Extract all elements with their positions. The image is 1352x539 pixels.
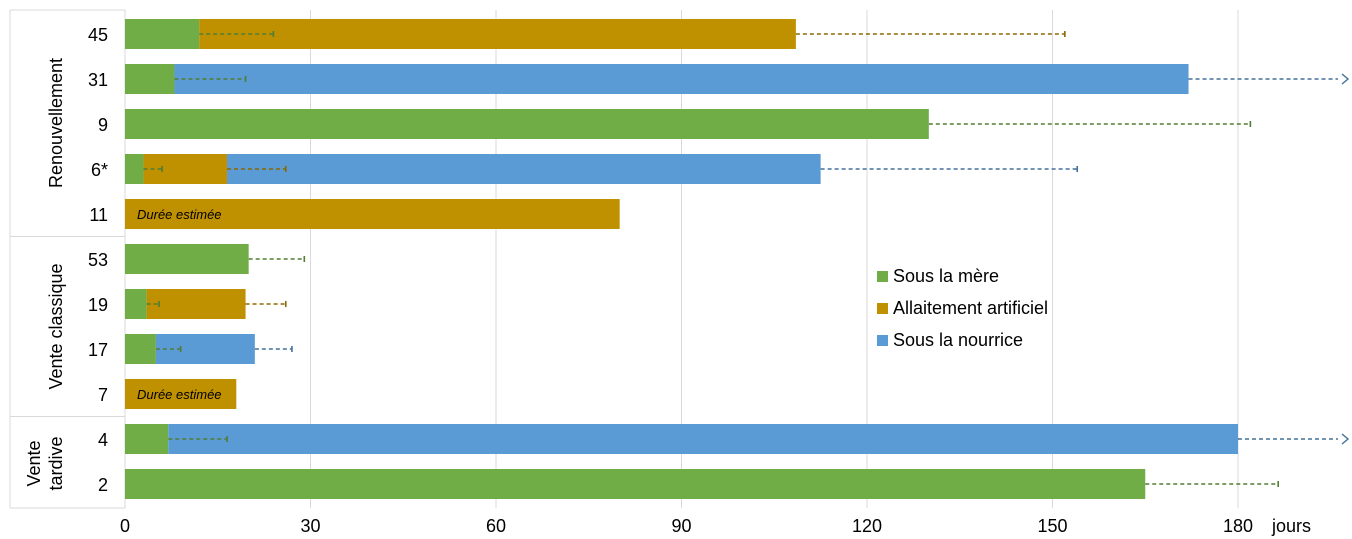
bar-segment-10-0 (125, 469, 1146, 499)
row-label-6: 19 (88, 295, 108, 315)
x-tick-label-90: 90 (671, 516, 691, 536)
bar-segment-9-1 (168, 424, 1238, 454)
legend-label-1: Allaitement artificiel (893, 298, 1048, 318)
x-axis-title: jours (1271, 516, 1311, 536)
bar-segment-3-2 (227, 154, 821, 184)
legend-swatch-2 (877, 335, 888, 346)
row-label-4: 11 (89, 205, 108, 225)
group-label-2-1: tardive (46, 436, 66, 490)
row-label-5: 53 (88, 250, 108, 270)
bar-segment-7-0 (125, 334, 156, 364)
x-tick-label-30: 30 (300, 516, 320, 536)
bar-note-4: Durée estimée (137, 207, 222, 222)
legend-swatch-1 (877, 303, 888, 314)
bar-segment-6-0 (125, 289, 147, 319)
error-bars (143, 31, 1350, 487)
bar-note-8: Durée estimée (137, 387, 222, 402)
group-label-1-0: Vente classique (46, 263, 66, 389)
bar-segment-1-0 (125, 64, 175, 94)
x-tick-label-180: 180 (1223, 516, 1253, 536)
legend-label-2: Sous la nourrice (893, 330, 1023, 350)
bar-segment-1-1 (174, 64, 1189, 94)
bar-segment-0-1 (199, 19, 796, 49)
bar-segment-9-0 (125, 424, 169, 454)
bar-segment-6-1 (146, 289, 246, 319)
row-label-10: 2 (98, 475, 108, 495)
bar-segment-0-0 (125, 19, 200, 49)
bar-segment-4-0 (125, 199, 620, 229)
bars (125, 19, 1238, 499)
x-tick-label-0: 0 (120, 516, 130, 536)
row-label-8: 7 (98, 385, 108, 405)
group-label-2-0: Vente (24, 440, 44, 486)
row-label-0: 45 (88, 25, 108, 45)
row-label-3: 6* (91, 160, 108, 180)
row-label-1: 31 (88, 70, 108, 90)
x-tick-label-150: 150 (1037, 516, 1067, 536)
legend-label-0: Sous la mère (893, 266, 999, 286)
bar-segment-8-0 (125, 379, 237, 409)
error-bar-arrow-9-1 (1341, 433, 1350, 445)
group-label-0-0: Renouvellement (46, 58, 66, 188)
x-tick-label-60: 60 (486, 516, 506, 536)
error-bar-arrow-1-1 (1341, 73, 1350, 85)
legend-swatch-0 (877, 271, 888, 282)
legend: Sous la mère Allaitement artificiel Sous l… (877, 266, 1048, 350)
x-tick-label-120: 120 (852, 516, 882, 536)
bar-segment-2-0 (125, 109, 929, 139)
bar-segment-3-1 (143, 154, 228, 184)
row-label-7: 17 (88, 340, 108, 360)
bar-segment-3-0 (125, 154, 144, 184)
row-label-9: 4 (98, 430, 108, 450)
axis-labels: 0 30 60 90 120 150 180 jours Renouvellement Vente… (24, 25, 1311, 536)
row-label-2: 9 (98, 115, 108, 135)
bar-segment-5-0 (125, 244, 249, 274)
